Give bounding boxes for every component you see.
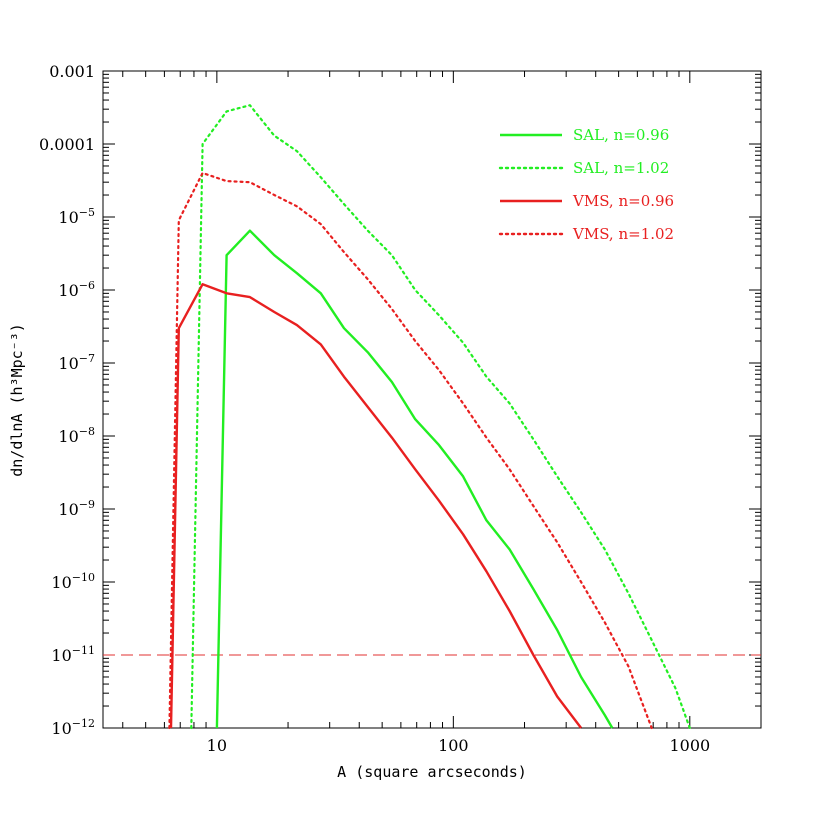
series-lines [168,104,691,730]
x-tick-label: 10 [207,736,227,755]
series-line-4 [168,171,653,730]
y-tick-label: 0.001 [49,62,95,81]
series-line-1 [215,229,614,729]
y-tick-label: 10−7 [58,352,95,373]
axis-ticks [103,71,762,729]
y-tick-label: 10−12 [51,717,95,738]
y-tick-label: 10−5 [58,206,95,227]
y-tick-label: 0.0001 [39,135,95,154]
y-tick-label: 10−8 [58,425,95,446]
legend-label-4: VMS, n=1.02 [572,225,674,243]
y-axis-title: dn/dlnA (h³Mpc⁻³) [8,323,26,477]
legend: SAL, n=0.96 SAL, n=1.02 VMS, n=0.96 VMS, n=… [498,126,674,243]
y-tick-label: 10−11 [51,644,95,665]
series-line-2 [190,104,691,730]
x-axis-title: A (square arcseconds) [337,763,527,781]
legend-label-3: VMS, n=0.96 [572,192,674,210]
x-tick-label: 100 [438,736,469,755]
legend-label-2: SAL, n=1.02 [573,159,669,177]
axis-tick-labels: 10 100 1000 0.001 0.0001 10−5 10−6 10−7 10−8 10−9… [39,62,710,755]
x-tick-label: 1000 [669,736,710,755]
series-line-3 [169,283,583,729]
y-tick-label: 10−9 [58,498,95,519]
plot-frame [102,70,762,729]
y-tick-label: 10−10 [51,571,95,592]
legend-label-1: SAL, n=0.96 [573,126,669,144]
y-tick-label: 10−6 [58,279,95,300]
